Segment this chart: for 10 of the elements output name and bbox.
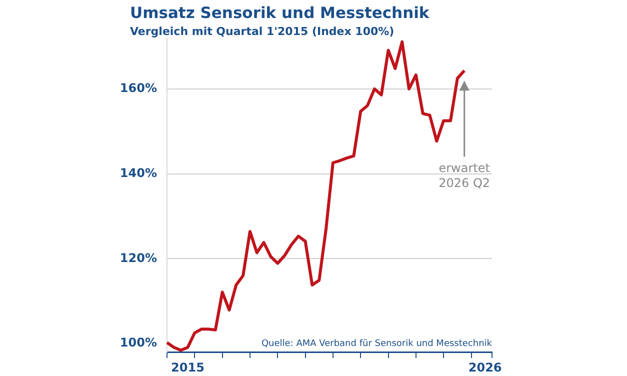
y-tick-label: 160%: [120, 81, 157, 96]
annotation: erwartet 2026 Q2: [438, 160, 490, 190]
chart-subtitle: Vergleich mit Quartal 1'2015 (Index 100%): [130, 25, 394, 38]
x-tick-label: 2026: [468, 360, 502, 374]
y-tick-label: 100%: [120, 336, 157, 350]
annotation: Quelle: AMA Verband für Sensorik und Messtechnik: [261, 338, 493, 349]
y-tick-label: 140%: [120, 166, 157, 180]
x-tick-label: 2015: [171, 360, 204, 374]
y-tick-label: 120%: [120, 250, 157, 265]
chart-title: Umsatz Sensorik und Messtechnik: [130, 4, 430, 22]
